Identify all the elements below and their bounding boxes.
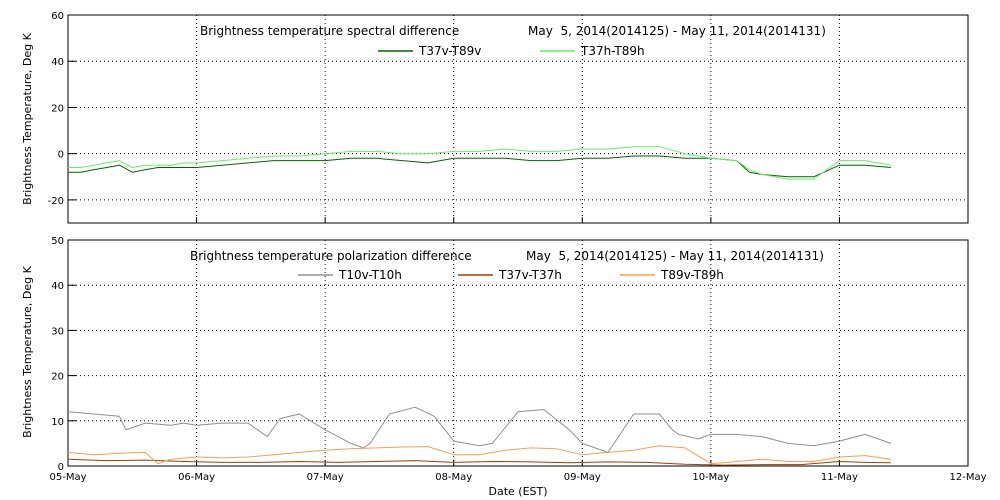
bottom-y-axis-label: Brightness Temperature, Deg K xyxy=(21,265,34,437)
bottom-series xyxy=(68,407,891,465)
x-tick-label-06-may: 06-May xyxy=(178,472,215,483)
x-tick-label-08-may: 08-May xyxy=(435,472,472,483)
bottom-series-line-t10v-t10h xyxy=(68,407,891,452)
top-ytick-label-20: 20 xyxy=(51,103,64,114)
bottom-x-ticks: 05-May 06-May 07-May 08-May 09-May 10-May 11-M… xyxy=(49,472,986,483)
legend-label-t37h-t89h: T37h-T89h xyxy=(580,44,645,58)
spectral-difference-panel: -20 0 20 40 60 Brightness temperature spectr… xyxy=(21,11,968,223)
bottom-ytick-label-40: 40 xyxy=(51,281,64,292)
top-series-line-t37v-t89v xyxy=(68,156,891,177)
legend-label-t37v-t89v: T37v-T89v xyxy=(418,44,481,58)
x-tick-label-12-may: 12-May xyxy=(949,472,986,483)
legend-label-t10v-t10h: T10v-T10h xyxy=(338,268,402,282)
top-ytick-label-40: 40 xyxy=(51,57,64,68)
top-series xyxy=(68,147,891,179)
legend-label-t89v-t89h: T89v-T89h xyxy=(660,268,724,282)
bottom-ytick-label-20: 20 xyxy=(51,372,64,383)
x-tick-label-07-may: 07-May xyxy=(307,472,344,483)
figure: -20 0 20 40 60 Brightness temperature spectr… xyxy=(0,0,1000,500)
x-tick-label-11-may: 11-May xyxy=(821,472,858,483)
legend-label-t37v-t37h: T37v-T37h xyxy=(498,268,562,282)
top-y-ticks: -20 0 20 40 60 xyxy=(48,11,76,207)
top-ytick-label--20: -20 xyxy=(48,196,64,207)
top-plot-frame xyxy=(68,15,968,223)
x-tick-label-10-may: 10-May xyxy=(692,472,729,483)
top-ytick-label-60: 60 xyxy=(51,11,64,22)
bottom-ytick-label-10: 10 xyxy=(51,417,64,428)
bottom-chart-date-range: May 5, 2014(2014125) - May 11, 2014(2014… xyxy=(526,249,824,263)
top-chart-title: Brightness temperature spectral differen… xyxy=(200,24,459,38)
x-axis-label: Date (EST) xyxy=(488,485,547,498)
top-ytick-label-0: 0 xyxy=(58,150,64,161)
bottom-chart-title: Brightness temperature polarization diff… xyxy=(190,249,472,263)
x-tick-label-05-may: 05-May xyxy=(49,472,86,483)
top-grid xyxy=(68,15,968,223)
top-chart-date-range: May 5, 2014(2014125) - May 11, 2014(2014… xyxy=(528,24,826,38)
x-tick-label-09-may: 09-May xyxy=(564,472,601,483)
bottom-series-line-t89v-t89h xyxy=(68,446,891,464)
top-series-line-t37h-t89h xyxy=(68,147,891,179)
bottom-ytick-label-50: 50 xyxy=(51,236,64,247)
bottom-ytick-label-30: 30 xyxy=(51,326,64,337)
top-y-axis-label: Brightness Temperature, Deg K xyxy=(21,32,34,204)
